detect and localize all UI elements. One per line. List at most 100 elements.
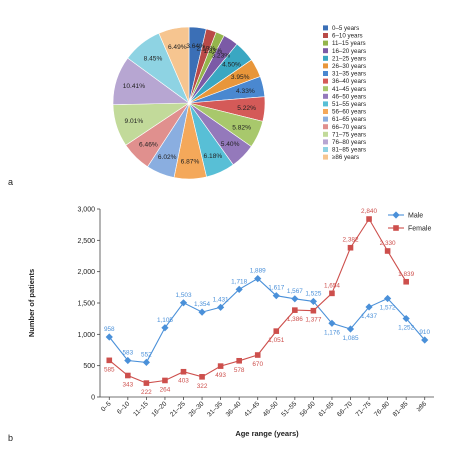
x-tick-label-51-55: 51–55 [280, 400, 298, 418]
marker-male-16-20 [161, 324, 169, 332]
pie-value-label: 10.41% [123, 83, 146, 90]
marker-female-66-70 [347, 244, 354, 251]
legend-swatch-71-75-years [323, 131, 328, 137]
legend-swatch-86-years [323, 154, 328, 160]
pie-value-label: 6.49% [168, 44, 187, 51]
y-tick-label: 1,000 [77, 332, 95, 339]
data-label-male-6-10: 583 [122, 349, 133, 356]
x-tick-label-86: ≥86 [415, 400, 428, 413]
legend-swatch-66-70-years [323, 124, 328, 130]
legend-label-0-5-years: 0–5 years [332, 25, 359, 32]
legend-swatch-26-30-years [323, 63, 328, 69]
data-label-female-51-55: 1,386 [287, 316, 303, 323]
legend-label-51-55-years: 51–55 years [332, 101, 366, 108]
marker-male-26-30 [198, 308, 206, 316]
data-label-female-0-5: 585 [104, 366, 115, 373]
pie-value-label: 6.18% [204, 153, 223, 160]
marker-female-0-5 [106, 357, 113, 364]
marker-male-56-60 [309, 297, 317, 306]
legend-swatch-36-40-years [323, 78, 328, 84]
series-lines [108, 217, 426, 384]
pie-chart-panel: 3.64%2.19%1.83%3.23% 4.50% 3.95% 4.33% 5.22%… [8, 25, 366, 187]
marker-male-46-50 [272, 292, 280, 300]
marker-female-16-20 [162, 377, 168, 384]
marker-male-41-45 [254, 275, 262, 283]
marker-female-76-80 [384, 248, 391, 254]
x-tick-label-11-15: 11–15 [132, 400, 150, 418]
x-tick-label-71-75: 71–75 [355, 400, 373, 418]
marker-male-11-15 [142, 358, 150, 367]
panel-b-label: b [8, 433, 13, 443]
x-tick-label-56-60: 56–60 [299, 400, 317, 418]
data-label-male-11-15: 552 [141, 351, 152, 358]
panel-a-label: a [8, 177, 13, 187]
x-axis-ticks: 0–5 6–10 11–15 16–20 21–25 26–30 31–35 36–40 41–… [100, 397, 428, 418]
y-axis-ticks: 0 500 1,000 1,500 2,000 2,500 3,000 [77, 207, 100, 402]
series-markers [105, 216, 429, 386]
legend-label-36-40-years: 36–40 years [332, 78, 366, 85]
legend-label-41-45-years: 41–45 years [332, 86, 366, 93]
legend-label-6-10-years: 6–10 years [332, 33, 363, 40]
legend-swatch-31-35-years [323, 71, 328, 76]
legend-label-11-15-years: 11–15 years [332, 40, 366, 47]
legend-swatch-41-45-years [323, 86, 328, 92]
y-tick-label: 2,500 [77, 238, 95, 245]
marker-male-71-75 [365, 303, 373, 311]
legend-swatch-56-60-years [323, 109, 328, 114]
marker-female-46-50 [273, 328, 280, 334]
legend-swatch-0-5-years [323, 25, 328, 31]
pie-value-label: 3.23% [211, 52, 230, 59]
x-tick-label-21-25: 21–25 [169, 400, 187, 418]
data-label-male-81-85: 1,252 [398, 325, 414, 332]
marker-female-41-45 [254, 352, 261, 358]
x-axis-title: Age range (years) [235, 429, 299, 438]
marker-female-6-10 [125, 372, 131, 379]
legend-swatch-16-20-years [323, 48, 328, 54]
legend-label-21-25-years: 21–25 years [332, 55, 366, 62]
pie-value-label: 5.40% [221, 141, 240, 148]
data-label-male-71-75: 1,437 [361, 313, 377, 320]
x-tick-label-81-85: 81–85 [392, 400, 410, 418]
data-label-male-0-5: 958 [104, 326, 115, 333]
data-label-male-66-70: 1,085 [343, 335, 359, 342]
pie-value-label: 4.50% [222, 61, 241, 68]
series-line-female [108, 217, 407, 384]
legend-marker-male [392, 211, 400, 219]
y-tick-label: 2,000 [77, 269, 95, 276]
x-tick-label-61-65: 61–65 [317, 400, 335, 418]
legend-label-31-35-years: 31–35 years [332, 71, 366, 78]
x-tick-label-36-40: 36–40 [225, 400, 243, 418]
legend-label-female: Female [408, 226, 431, 233]
marker-male-76-80 [384, 294, 392, 303]
marker-male-0-5 [105, 333, 113, 341]
data-label-female-66-70: 2,382 [343, 237, 359, 244]
line-chart-panel: 0 500 1,000 1,500 2,000 2,500 3,000 0–5 6–10 11–… [8, 207, 434, 443]
marker-female-71-75 [366, 216, 372, 222]
legend-swatch-21-25-years [323, 55, 328, 61]
marker-female-36-40 [236, 357, 242, 364]
legend-swatch-6-10-years [323, 33, 328, 38]
marker-female-31-35 [217, 363, 224, 369]
marker-female-51-55 [292, 307, 298, 313]
pie-value-label: 8.45% [144, 55, 163, 62]
legend-label-81-85-years: 81–85 years [332, 147, 366, 154]
x-tick-label-16-20: 16–20 [150, 400, 168, 418]
legend-label-61-65-years: 61–65 years [332, 116, 366, 123]
marker-male-51-55 [291, 295, 299, 303]
marker-male-86 [421, 336, 429, 344]
y-tick-label: 1,500 [77, 301, 95, 308]
data-label-male-51-55: 1,567 [287, 288, 303, 295]
legend-swatch-76-80-years [323, 139, 328, 145]
pie-slices [112, 26, 266, 180]
data-label-female-26-30: 322 [197, 383, 208, 390]
data-label-female-71-75: 2,840 [361, 208, 377, 215]
y-axis-title: Number of patients [27, 269, 36, 337]
y-tick-label: 500 [83, 363, 95, 370]
pie-value-label: 3.95% [231, 74, 250, 81]
marker-female-21-25 [180, 368, 187, 375]
data-label-female-6-10: 343 [122, 382, 133, 389]
pie-value-label: 3.64% [186, 43, 205, 50]
marker-male-81-85 [402, 314, 410, 323]
pie-value-label: 6.46% [139, 142, 158, 149]
